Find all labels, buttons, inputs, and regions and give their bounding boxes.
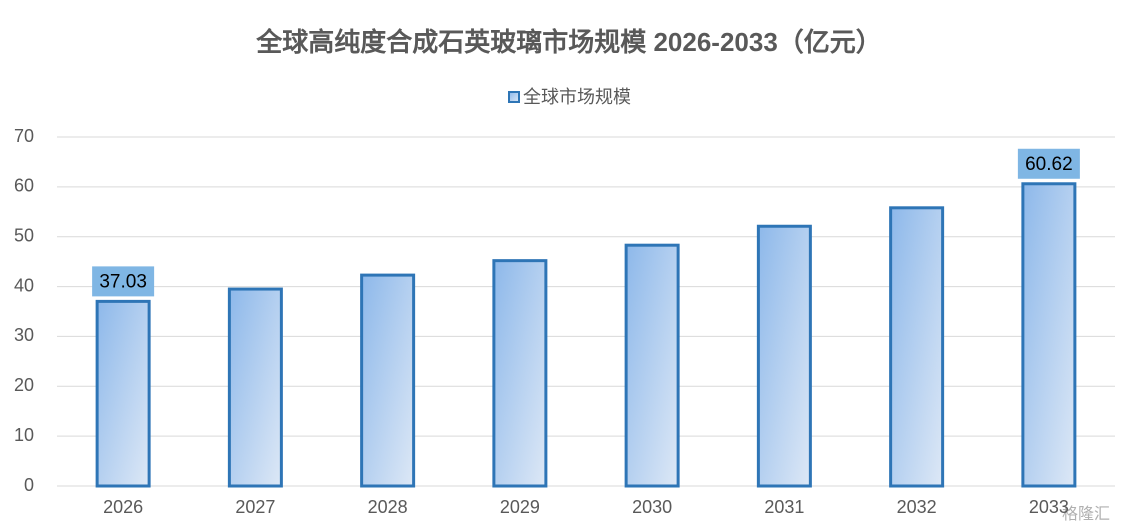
bar (889, 206, 945, 488)
bar (1021, 182, 1077, 488)
chart-title: 全球高纯度合成石英玻璃市场规模 2026-2033（亿元） (255, 27, 882, 57)
legend-label: 全球市场规模 (523, 87, 631, 107)
data-label: 60.62 (1025, 154, 1073, 175)
data-label-bg (1017, 148, 1080, 179)
x-tick-label: 2026 (103, 497, 143, 517)
x-tick-label: 2033 (1029, 497, 1069, 517)
bar (95, 299, 151, 488)
data-label: 37.03 (99, 271, 147, 292)
y-tick-label: 10 (14, 425, 34, 445)
data-label-bg (92, 266, 155, 297)
bar (756, 224, 812, 488)
legend-swatch (508, 91, 520, 103)
bar (360, 273, 416, 488)
y-tick-label: 20 (14, 375, 34, 395)
bar (492, 259, 548, 488)
y-tick-label: 50 (14, 225, 34, 245)
bar (624, 243, 680, 488)
x-tick-label: 2028 (368, 497, 408, 517)
x-tick-label: 2030 (632, 497, 672, 517)
y-tick-label: 0 (24, 475, 34, 495)
x-tick-label: 2029 (500, 497, 540, 517)
x-tick-label: 2032 (897, 497, 937, 517)
y-tick-label: 30 (14, 325, 34, 345)
watermark: 格隆汇 (1062, 505, 1110, 523)
x-tick-label: 2027 (235, 497, 275, 517)
y-tick-label: 60 (14, 176, 34, 196)
y-tick-label: 40 (14, 275, 34, 295)
y-tick-label: 70 (14, 126, 34, 146)
bar (227, 287, 283, 488)
x-tick-label: 2031 (764, 497, 804, 517)
